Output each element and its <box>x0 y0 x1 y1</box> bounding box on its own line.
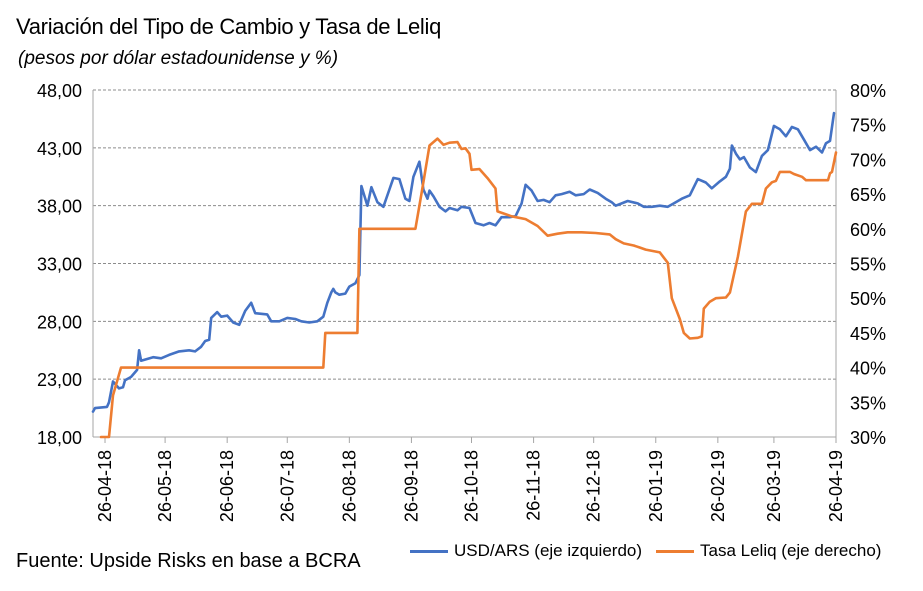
x-tick-label: 26-01-19 <box>646 450 666 522</box>
x-tick-label: 26-03-19 <box>764 450 784 522</box>
chart-title: Variación del Tipo de Cambio y Tasa de L… <box>16 14 442 39</box>
x-axis-ticks: 26-04-18 26-05-18 26-06-18 26-07-18 26-08-18… <box>95 437 846 522</box>
x-tick-label: 26-12-18 <box>584 450 604 522</box>
axes <box>92 90 837 438</box>
right-tick-label: 40% <box>850 359 886 379</box>
right-tick-label: 35% <box>850 393 886 413</box>
x-tick-label: 26-04-18 <box>95 450 115 522</box>
right-tick-label: 50% <box>850 289 886 309</box>
chart-legend: USD/ARS (eje izquierdo) Tasa Leliq (eje … <box>410 541 895 561</box>
left-tick-label: 33,00 <box>37 255 82 275</box>
right-tick-label: 60% <box>850 220 886 240</box>
chart-source: Fuente: Upside Risks en base a BCRA <box>16 550 361 572</box>
legend-item-usd: USD/ARS (eje izquierdo) <box>410 541 642 561</box>
left-tick-label: 28,00 <box>37 312 82 332</box>
left-tick-label: 43,00 <box>37 139 82 159</box>
right-tick-label: 75% <box>850 116 886 136</box>
x-tick-label: 26-08-18 <box>339 450 359 522</box>
left-tick-label: 18,00 <box>37 428 82 448</box>
gridlines <box>93 89 836 380</box>
x-tick-label: 26-02-19 <box>708 450 728 522</box>
right-tick-label: 45% <box>850 324 886 344</box>
x-tick-label: 26-10-18 <box>462 450 482 522</box>
x-tick-label: 26-04-19 <box>826 450 846 522</box>
chart-subtitle: (pesos por dólar estadounidense y %) <box>18 48 339 69</box>
usd-ars-series-line <box>91 111 836 413</box>
legend-swatch-leliq <box>656 549 695 553</box>
left-tick-label: 38,00 <box>37 197 82 217</box>
x-tick-label: 26-05-18 <box>155 450 175 522</box>
right-tick-label: 55% <box>850 255 886 275</box>
series-lines <box>91 111 838 439</box>
right-axis-ticks: 30% 35% 40% 45% 50% 55% 60% 65% 70% 75% 80% <box>850 81 886 448</box>
left-tick-label: 48,00 <box>37 81 82 101</box>
right-tick-label: 80% <box>850 81 886 101</box>
x-tick-label: 26-11-18 <box>524 450 544 521</box>
x-tick-label: 26-07-18 <box>277 450 297 522</box>
right-tick-label: 30% <box>850 428 886 448</box>
left-tick-label: 23,00 <box>37 370 82 390</box>
legend-label-usd: USD/ARS (eje izquierdo) <box>454 541 643 560</box>
legend-swatch-usd <box>410 549 448 553</box>
legend-label-leliq: Tasa Leliq (eje derecho) <box>700 541 882 560</box>
legend-item-leliq: Tasa Leliq (eje derecho) <box>656 541 881 561</box>
left-axis-ticks: 18,00 23,00 28,00 33,00 38,00 43,00 48,00 <box>37 81 82 448</box>
right-tick-label: 70% <box>850 150 886 170</box>
right-tick-label: 65% <box>850 185 886 205</box>
leliq-series-line <box>99 137 838 439</box>
x-tick-label: 26-06-18 <box>217 450 237 522</box>
x-tick-label: 26-09-18 <box>401 450 421 522</box>
